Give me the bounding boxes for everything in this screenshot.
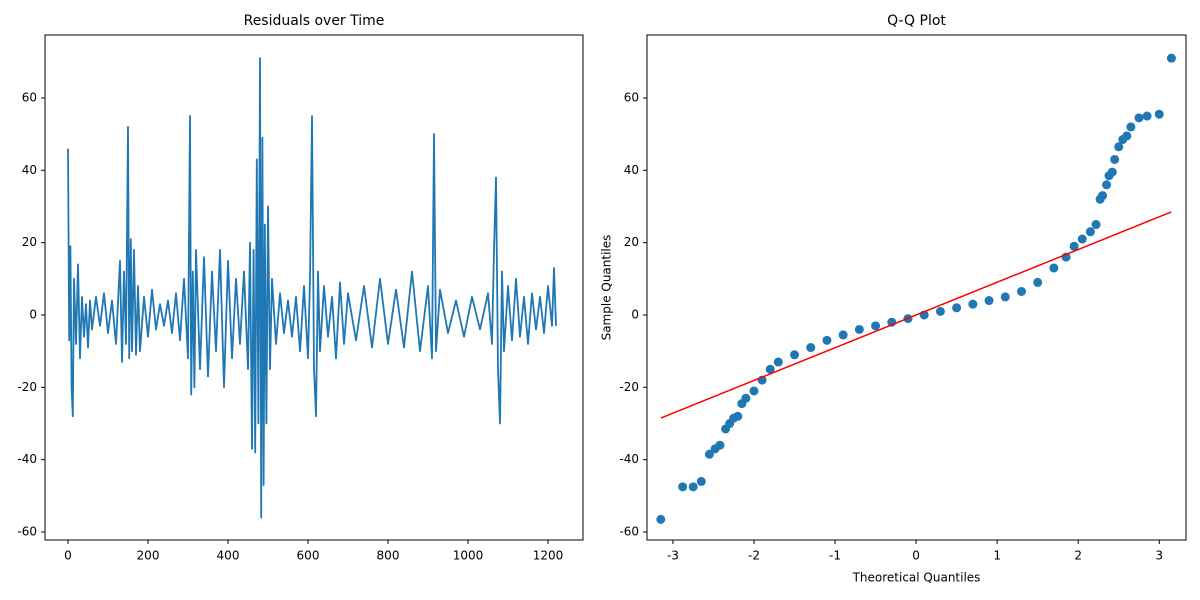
x-tick-label: -3 [667,549,679,563]
y-tick-label: 60 [22,90,37,104]
x-tick-label: 1200 [533,549,564,563]
y-tick-label: -60 [619,525,639,539]
qq-point [1033,277,1043,287]
y-tick-label: -20 [619,380,639,394]
qq-point [773,357,783,367]
x-tick-label: 0 [64,549,72,563]
x-tick-label: 0 [912,549,920,563]
qq-point [688,482,698,492]
qq-point [1016,286,1026,296]
x-axis-label: Theoretical Quantiles [852,571,981,585]
qq-point [696,476,706,486]
qq-point [1091,220,1101,230]
qq-point [1102,180,1112,190]
y-tick-label: -40 [17,452,37,466]
x-tick-label: -2 [748,549,760,563]
qq-point [1142,111,1152,121]
x-tick-label: 1000 [453,549,484,563]
x-tick-label: 400 [217,549,240,563]
axes-frame [646,34,1187,541]
qq-point [1134,113,1144,123]
qq-point [935,306,945,316]
qq-point [749,386,759,396]
qq-point [1069,241,1079,251]
qq-point [1166,53,1176,63]
qq-point [822,335,832,345]
residual-line [67,57,557,519]
x-tick-label: 200 [137,549,160,563]
y-tick-label: 0 [631,307,639,321]
reference-line [660,211,1172,419]
qq-point [1114,142,1124,152]
qq-point [715,440,725,450]
y-tick-label: -20 [17,380,37,394]
qq-point [704,449,714,459]
qq-point [952,303,962,313]
qq-point [656,514,666,524]
chart-title: Q-Q Plot [887,13,946,29]
x-tick-label: 3 [1155,549,1163,563]
y-axis-label: Sample Quantiles [600,235,614,341]
y-tick-label: 0 [29,307,37,321]
y-tick-label: -60 [17,525,37,539]
qq-point [871,321,881,331]
qq-point [854,324,864,334]
qq-point [741,393,751,403]
y-tick-label: 40 [22,163,37,177]
qq-point [1110,154,1120,164]
qq-point [968,299,978,309]
qq-point [1107,167,1117,177]
qq-point [1122,131,1132,141]
qq-point [1126,122,1136,132]
x-tick-label: 1 [993,549,1001,563]
qq-point [984,296,994,306]
y-tick-label: 20 [22,235,37,249]
y-tick-label: 20 [624,235,639,249]
qq-point [733,411,743,421]
qq-point [790,350,800,360]
axes-frame [44,34,584,541]
qq-point [1000,292,1010,302]
qq-point [765,364,775,374]
x-tick-label: 2 [1074,549,1082,563]
qq-point [1077,234,1087,244]
y-tick-label: 60 [624,90,639,104]
x-tick-label: -1 [829,549,841,563]
qq-point [838,330,848,340]
qq-point [678,482,688,492]
chart-title: Residuals over Time [244,13,385,29]
x-tick-label: 600 [297,549,320,563]
qq-point [1049,263,1059,273]
y-tick-label: 40 [624,163,639,177]
qq-point [1154,109,1164,119]
qq-point [1085,227,1095,237]
qq-point [1098,191,1108,201]
x-tick-label: 800 [377,549,400,563]
qq-point [806,343,816,353]
y-tick-label: -40 [619,452,639,466]
